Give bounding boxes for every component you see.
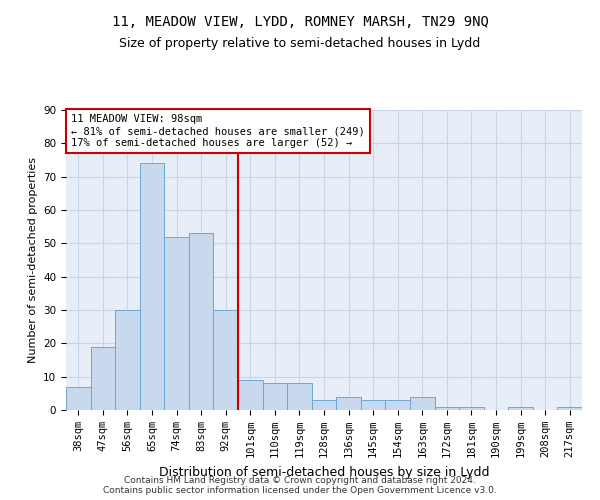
- Bar: [189, 234, 214, 410]
- X-axis label: Distribution of semi-detached houses by size in Lydd: Distribution of semi-detached houses by …: [159, 466, 489, 478]
- Bar: [336, 396, 361, 410]
- Bar: [385, 400, 410, 410]
- Bar: [214, 310, 238, 410]
- Bar: [164, 236, 189, 410]
- Bar: [238, 380, 263, 410]
- Bar: [459, 406, 484, 410]
- Bar: [508, 406, 533, 410]
- Y-axis label: Number of semi-detached properties: Number of semi-detached properties: [28, 157, 38, 363]
- Bar: [410, 396, 434, 410]
- Bar: [66, 386, 91, 410]
- Bar: [91, 346, 115, 410]
- Text: 11 MEADOW VIEW: 98sqm
← 81% of semi-detached houses are smaller (249)
17% of sem: 11 MEADOW VIEW: 98sqm ← 81% of semi-deta…: [71, 114, 365, 148]
- Bar: [312, 400, 336, 410]
- Bar: [287, 384, 312, 410]
- Text: Size of property relative to semi-detached houses in Lydd: Size of property relative to semi-detach…: [119, 38, 481, 51]
- Text: 11, MEADOW VIEW, LYDD, ROMNEY MARSH, TN29 9NQ: 11, MEADOW VIEW, LYDD, ROMNEY MARSH, TN2…: [112, 15, 488, 29]
- Bar: [263, 384, 287, 410]
- Bar: [115, 310, 140, 410]
- Bar: [557, 406, 582, 410]
- Bar: [434, 406, 459, 410]
- Bar: [140, 164, 164, 410]
- Bar: [361, 400, 385, 410]
- Text: Contains HM Land Registry data © Crown copyright and database right 2024.
Contai: Contains HM Land Registry data © Crown c…: [103, 476, 497, 495]
